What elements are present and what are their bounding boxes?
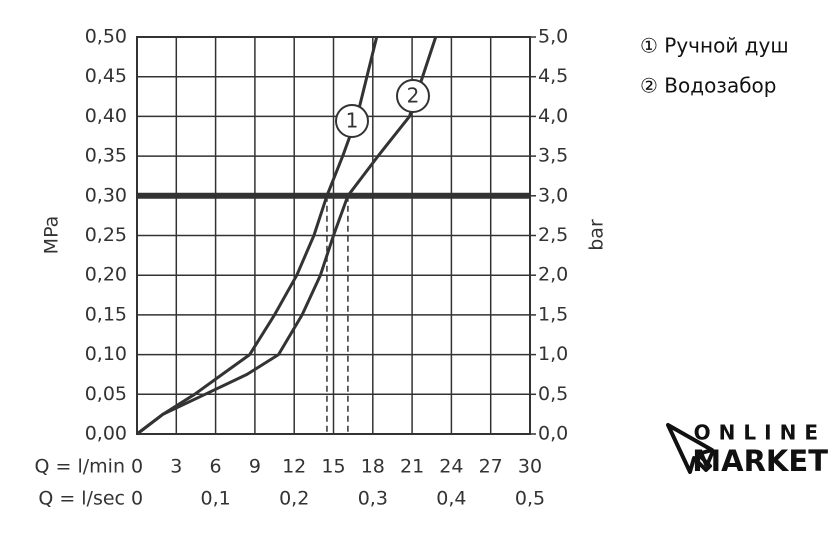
y-tick-label: 0,45 — [85, 65, 127, 87]
y-tick-label: 0,00 — [85, 423, 127, 445]
x-tick-label: 12 — [282, 456, 306, 478]
x-tick-label: 30 — [518, 456, 542, 478]
y2-tick-label: 0,5 — [538, 383, 568, 405]
y2-tick-label: 1,5 — [538, 303, 568, 325]
x-tick-label: 24 — [439, 456, 463, 478]
logo-text: ONLINE — [694, 421, 826, 445]
x2-tick-label: 0,5 — [515, 488, 545, 510]
y-tick-label: 0,05 — [85, 383, 127, 405]
x2-tick-label: 0,3 — [358, 488, 388, 510]
y2-tick-label: 5,0 — [538, 26, 568, 48]
line-series — [136, 36, 379, 436]
plot-border — [136, 36, 531, 435]
legend-entry: ① Ручной душ — [640, 34, 789, 58]
y2-tick-label: 4,5 — [538, 65, 568, 87]
y-tick-label: 0,30 — [85, 184, 127, 206]
x-tick-label: 9 — [249, 456, 261, 478]
x2-tick-label: 0,4 — [436, 488, 466, 510]
y2-tick-label: 2,5 — [538, 224, 568, 246]
x2-tick-label: 0,2 — [279, 488, 309, 510]
x-tick-label: 27 — [479, 456, 503, 478]
curve-label-circle — [396, 79, 430, 113]
y-tick-label: 0,15 — [85, 303, 127, 325]
x-tick-label: 0 — [131, 456, 143, 478]
curve-label: 1 — [346, 109, 359, 133]
curve-label: 2 — [407, 84, 420, 108]
x2-tick-label: 0 — [131, 488, 143, 510]
legend-entry: ② Водозабор — [640, 74, 776, 98]
logo-text: MARKET — [692, 444, 828, 478]
x-tick-label: 21 — [400, 456, 424, 478]
y-axis-label: MPa — [41, 216, 63, 255]
x-tick-label: 6 — [210, 456, 222, 478]
y2-axis-label: bar — [586, 219, 608, 251]
y2-tick-label: 1,0 — [538, 343, 568, 365]
y-tick-label: 0,50 — [85, 26, 127, 48]
x2-axis-label: Q = l/sec — [38, 488, 125, 510]
y2-tick-label: 2,0 — [538, 264, 568, 286]
y-tick-label: 0,10 — [85, 343, 127, 365]
y2-tick-label: 3,0 — [538, 184, 568, 206]
y-tick-label: 0,25 — [85, 224, 127, 246]
y-tick-label: 0,20 — [85, 264, 127, 286]
y2-tick-label: 4,0 — [538, 105, 568, 127]
x-tick-label: 15 — [321, 456, 345, 478]
x-tick-label: 3 — [170, 456, 182, 478]
x-tick-label: 18 — [361, 456, 385, 478]
x-axis-label: Q = l/min — [35, 456, 125, 478]
x2-tick-label: 0,1 — [200, 488, 230, 510]
y-tick-label: 0,35 — [85, 145, 127, 167]
curve-label-circle — [335, 104, 369, 138]
line-series — [136, 36, 438, 436]
logo-icon — [666, 423, 714, 474]
y2-tick-label: 0,0 — [538, 423, 568, 445]
y2-tick-label: 3,5 — [538, 145, 568, 167]
y-tick-label: 0,40 — [85, 105, 127, 127]
